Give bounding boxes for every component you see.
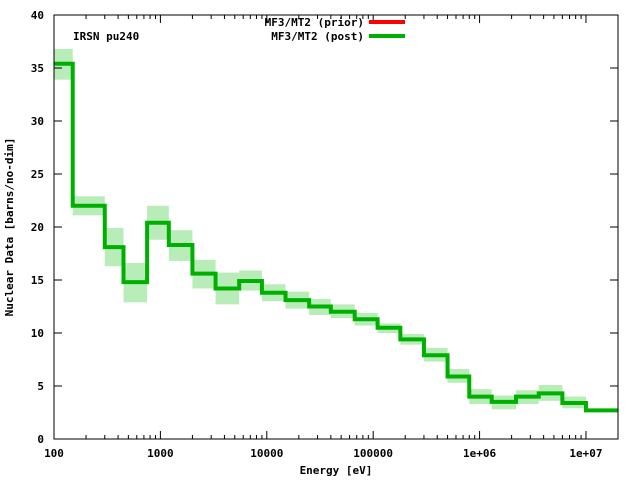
y-tick-label-8: 40 <box>31 9 44 22</box>
x-tick-label-1: 1000 <box>147 447 174 460</box>
y-tick-label-3: 15 <box>31 274 44 287</box>
x-tick-label-4: 1e+06 <box>463 447 496 460</box>
x-axis-label: Energy [eV] <box>300 464 373 477</box>
post-series-layer <box>54 61 618 413</box>
y-tick-label-5: 25 <box>31 168 44 181</box>
post-series-line <box>54 61 618 413</box>
dataset-annotation: IRSN pu240 <box>73 30 139 43</box>
y-tick-label-6: 30 <box>31 115 44 128</box>
x-tick-label-2: 10000 <box>250 447 283 460</box>
x-tick-label-3: 100000 <box>353 447 393 460</box>
uncertainty-band-layer <box>54 48 618 412</box>
y-tick-label-0: 0 <box>37 433 44 446</box>
x-tick-label-0: 100 <box>44 447 64 460</box>
y-tick-label-7: 35 <box>31 62 44 75</box>
y-tick-label-1: 5 <box>37 380 44 393</box>
legend-label-post: MF3/MT2 (post) <box>271 30 364 43</box>
x-tick-label-5: 1e+07 <box>569 447 602 460</box>
y-tick-label-2: 10 <box>31 327 44 340</box>
legend-label-prior: MF3/MT2 (prior) <box>265 16 364 29</box>
y-axis-label: Nuclear Data [barns/no-dim] <box>3 138 16 317</box>
plot-frame <box>53 14 619 440</box>
legend: MF3/MT2 (prior) MF3/MT2 (post) <box>265 16 405 43</box>
tick-layer: 100 1000 10000 100000 1e+06 1e+07 0 5 10 15 20 25 30… <box>31 9 618 460</box>
y-tick-label-4: 20 <box>31 221 44 234</box>
